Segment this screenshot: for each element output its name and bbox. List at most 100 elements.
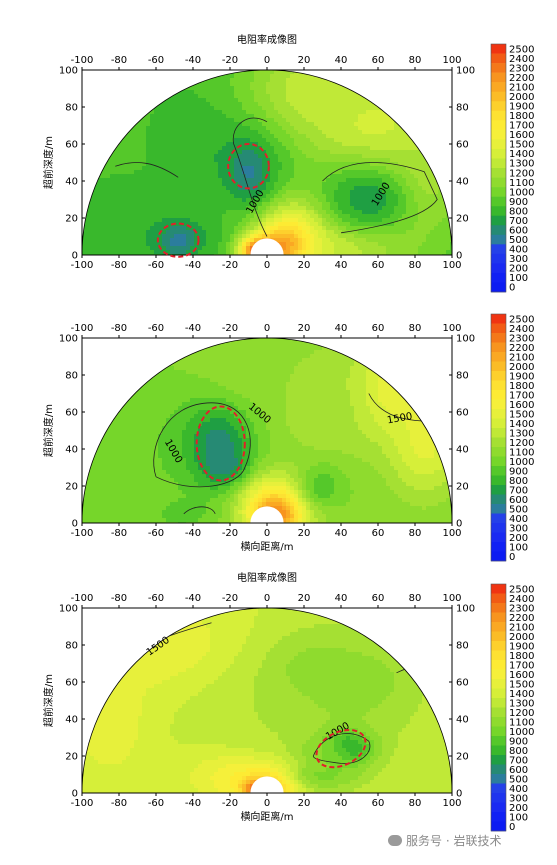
- colorbar-label: 2500: [509, 44, 534, 55]
- colorbar-swatch: [491, 551, 506, 562]
- y-tick-label-right: 80: [456, 371, 469, 382]
- y-tick-label: 20: [65, 752, 78, 763]
- tunnel-cavity: [250, 238, 284, 255]
- colorbar-swatch: [491, 447, 506, 457]
- x-tick-label-top: 100: [442, 323, 461, 334]
- x-tick-label: 20: [298, 528, 311, 539]
- x-tick-label: -100: [71, 528, 94, 539]
- resistivity-field: [82, 608, 452, 793]
- x-tick-label-top: -100: [71, 323, 94, 334]
- y-tick-label-right: 0: [456, 251, 462, 262]
- x-tick-label-top: -60: [148, 593, 164, 604]
- y-tick-label-right: 60: [456, 678, 469, 689]
- anomaly-marker: [195, 405, 246, 482]
- colorbar-swatch: [491, 494, 506, 505]
- colorbar-swatch: [491, 707, 506, 718]
- colorbar-label: 1700: [509, 121, 534, 132]
- colorbar-swatch: [491, 91, 506, 102]
- x-tick-label: 40: [335, 528, 348, 539]
- colorbar-swatch: [491, 764, 506, 775]
- colorbar-swatch: [491, 225, 506, 236]
- colorbar-swatch: [491, 726, 506, 737]
- colorbar-swatch: [491, 323, 506, 334]
- colorbar-label: 400: [509, 784, 528, 795]
- x-tick-label-top: -40: [185, 593, 201, 604]
- colorbar-label: 800: [509, 746, 528, 757]
- x-tick-label: 20: [298, 798, 311, 809]
- colorbar-swatch: [491, 641, 506, 651]
- colorbar-label: 2000: [509, 92, 534, 103]
- x-tick-label-top: 100: [442, 593, 461, 604]
- x-tick-label-top: 20: [298, 593, 311, 604]
- x-tick-label-top: -40: [185, 323, 201, 334]
- colorbar-swatch: [491, 72, 506, 83]
- colorbar-swatch: [491, 542, 506, 552]
- y-tick-label: 60: [65, 678, 78, 689]
- colorbar-label: 2400: [509, 54, 534, 65]
- colorbar-swatch: [491, 196, 506, 207]
- colorbar-label: 100: [509, 542, 528, 553]
- colorbar-label: 1400: [509, 149, 534, 160]
- x-tick-label: 100: [442, 798, 461, 809]
- y-tick-label-right: 100: [456, 334, 475, 345]
- colorbar-swatch: [491, 612, 506, 623]
- contour-line: [322, 162, 438, 234]
- colorbar-label: 1500: [509, 409, 534, 420]
- colorbar-swatch: [491, 263, 506, 274]
- x-tick-label: -20: [222, 528, 238, 539]
- colorbar-label: 500: [509, 235, 528, 246]
- colorbar-label: 1500: [509, 679, 534, 690]
- y-tick-label: 100: [59, 334, 78, 345]
- colorbar-swatch: [491, 215, 506, 226]
- x-tick-label: 0: [264, 260, 270, 271]
- colorbar-swatch: [491, 669, 506, 680]
- colorbar-swatch: [491, 177, 506, 188]
- colorbar-swatch: [491, 253, 506, 264]
- colorbar-label: 900: [509, 736, 528, 747]
- y-tick-label-right: 0: [456, 519, 462, 530]
- colorbar-label: 1200: [509, 708, 534, 719]
- y-tick-label: 100: [59, 66, 78, 77]
- colorbar-swatch: [491, 101, 506, 112]
- colorbar-swatch: [491, 821, 506, 832]
- colorbar-swatch: [491, 390, 506, 400]
- x-tick-label: -40: [185, 798, 201, 809]
- x-tick-label: 80: [409, 528, 422, 539]
- colorbar-label: 2200: [509, 613, 534, 624]
- colorbar-frame: [490, 313, 507, 562]
- y-tick-label: 20: [65, 482, 78, 493]
- colorbar-swatch: [491, 158, 506, 169]
- colorbar-label: 1900: [509, 641, 534, 652]
- colorbar-label: 900: [509, 197, 528, 208]
- resistivity-field: [82, 338, 452, 523]
- anomaly-marker: [227, 143, 270, 190]
- y-axis-label: 超前深度/m: [42, 136, 55, 189]
- x-tick-label-top: 20: [298, 55, 311, 66]
- colorbar-label: 1700: [509, 390, 534, 401]
- colorbar-swatch: [491, 745, 506, 756]
- colorbar-swatch: [491, 282, 506, 293]
- y-tick-label-right: 40: [456, 445, 469, 456]
- colorbar-label: 600: [509, 226, 528, 237]
- x-tick-label-top: -100: [71, 593, 94, 604]
- colorbar-swatch: [491, 679, 506, 689]
- x-tick-label-top: 0: [264, 323, 270, 334]
- x-tick-label-top: -80: [111, 323, 127, 334]
- colorbar-swatch: [491, 333, 506, 343]
- colorbar-label: 300: [509, 793, 528, 804]
- colorbar-swatch: [491, 466, 506, 476]
- colorbar-swatch: [491, 361, 506, 372]
- colorbar-label: 700: [509, 485, 528, 496]
- contour-line: [115, 162, 179, 178]
- colorbar: 2500240023002200210020001900180017001600…: [490, 313, 534, 563]
- colorbar-swatch: [491, 206, 506, 216]
- colorbar-label: 1600: [509, 670, 534, 681]
- colorbar-label: 2500: [509, 314, 534, 325]
- y-tick-label: 80: [65, 641, 78, 652]
- y-tick-label: 60: [65, 408, 78, 419]
- colorbar-label: 2500: [509, 584, 534, 595]
- y-tick-label-right: 20: [456, 482, 469, 493]
- colorbar-frame: [490, 583, 507, 832]
- colorbar-label: 1500: [509, 140, 534, 151]
- contour-line: [153, 402, 251, 488]
